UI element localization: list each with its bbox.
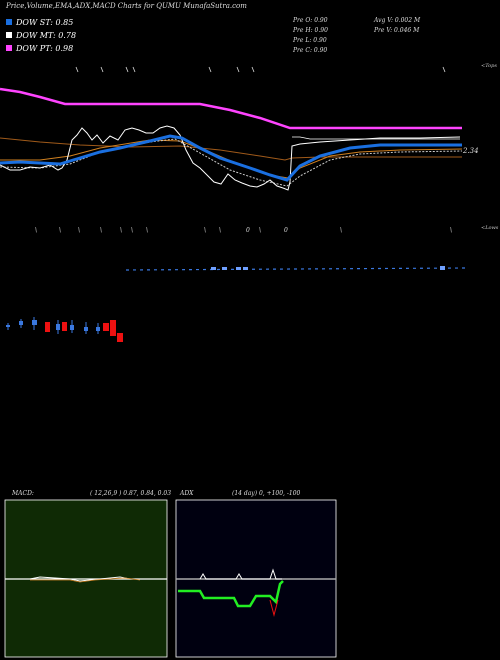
legend-label-mt: DOW MT: 0.78	[16, 31, 77, 40]
legend-swatch-st	[6, 19, 12, 25]
tops-markers	[75, 66, 446, 73]
macd-params: ( 12,26,9 ) 0.87, 0.84, 0.03	[90, 490, 172, 497]
adx-params: (14 day) 0, +100, -100	[232, 490, 301, 497]
volume-bars	[211, 266, 445, 270]
legend-label-pt: DOW PT: 0.98	[16, 44, 74, 53]
legend-item-dow-st: DOW ST: 0.85	[6, 18, 73, 27]
svg-text:\: \	[131, 227, 133, 234]
info-pre-high: Pre H: 0.90	[293, 27, 328, 34]
svg-text:0: 0	[284, 227, 288, 234]
chart-title: Price,Volume,EMA,ADX,MACD Charts for QUM…	[6, 2, 247, 10]
lows-label: <Lows	[481, 225, 499, 231]
info-pre-close: Pre C: 0.90	[293, 47, 328, 54]
ema-brown-line	[0, 137, 462, 161]
svg-text:\: \	[146, 227, 148, 234]
svg-text:\: \	[450, 227, 452, 234]
legend-label-st: DOW ST: 0.85	[16, 18, 74, 27]
legend-swatch-pt	[6, 45, 12, 51]
st-line	[0, 134, 462, 182]
info-pre-open: Pre O: 0.90	[293, 17, 328, 24]
legend-item-dow-mt: DOW MT: 0.78	[6, 31, 76, 40]
ema-dotted-line	[0, 138, 463, 187]
pt-line	[0, 87, 462, 130]
price-line	[0, 125, 461, 191]
macd-title: MACD:	[12, 490, 34, 497]
mt-level-line	[292, 136, 460, 140]
tops-label: <Tops	[481, 63, 497, 69]
svg-text:\: \	[100, 227, 102, 234]
price-chart: \ \ \ \ \ \ \ \ \ 0 \ 0 \ \	[0, 66, 466, 342]
svg-text:\: \	[219, 227, 221, 234]
svg-text:\: \	[59, 227, 61, 234]
legend-swatch-mt	[6, 32, 12, 38]
price-tag: 2.34	[463, 147, 479, 155]
info-pre-low: Pre L: 0.90	[293, 37, 327, 44]
svg-text:\: \	[204, 227, 206, 234]
svg-text:\: \	[120, 227, 122, 234]
candles	[6, 317, 123, 342]
svg-text:\: \	[78, 227, 80, 234]
info-avg-volume: Avg V: 0.002 M	[374, 17, 421, 24]
svg-text:\: \	[259, 227, 261, 234]
volume-line	[125, 267, 466, 271]
info-pre-volume: Pre V: 0.046 M	[374, 27, 420, 34]
legend-item-dow-pt: DOW PT: 0.98	[6, 44, 73, 53]
svg-text:0: 0	[246, 227, 250, 234]
svg-text:\: \	[35, 227, 37, 234]
svg-text:\: \	[340, 227, 342, 234]
lows-markers: \ \ \ \ \ \ \ \ \ 0 \ 0 \ \	[35, 227, 452, 234]
adx-title: ADX	[180, 490, 194, 497]
